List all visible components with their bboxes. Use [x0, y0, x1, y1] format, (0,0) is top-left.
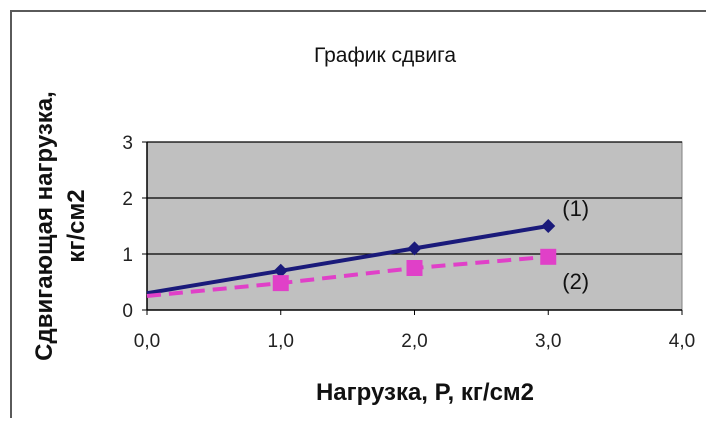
series-2-point [540, 248, 557, 265]
series-layer: (1) (2) [146, 196, 589, 298]
x-tick-label: 0,0 [134, 331, 160, 352]
y-axis-label-line-1: Сдвигающая нагрузка, [31, 91, 58, 361]
x-axis-label: Нагрузка, P, кг/см2 [316, 379, 534, 406]
series-2: (2) [146, 248, 589, 298]
plot-background [146, 141, 683, 311]
series-1-name: (1) [562, 196, 589, 221]
series-1-point [273, 263, 288, 278]
x-tick-label: 2,0 [401, 331, 427, 352]
series-2-point [272, 275, 289, 292]
x-tick-label: 4,0 [669, 331, 695, 352]
labels-layer: График сдвига Нагрузка, P, кг/см2 Сдвига… [31, 44, 534, 406]
series-1: (1) [146, 196, 589, 296]
x-tick-label: 3,0 [535, 331, 561, 352]
series-1-point [407, 241, 422, 256]
chart-title: График сдвига [314, 44, 456, 67]
x-tick-label: 1,0 [268, 331, 294, 352]
series-1-point [541, 219, 556, 233]
y-tick-label: 3 [122, 133, 133, 154]
y-tick-label: 0 [122, 301, 133, 322]
series-2-line [146, 254, 549, 298]
axes: 0 1 2 3 0,0 1,0 2,0 3,0 4,0 [122, 133, 695, 352]
series-2-point [406, 260, 423, 276]
y-tick-label: 2 [122, 189, 133, 210]
plot-area: 0 1 2 3 0,0 1,0 2,0 3,0 4,0 [122, 133, 695, 352]
chart-frame [10, 10, 706, 418]
y-tick-label: 1 [122, 245, 133, 266]
y-axis-label-line-2: кг/см2 [63, 189, 90, 262]
series-2-name: (2) [562, 269, 589, 294]
series-1-line [146, 224, 549, 296]
